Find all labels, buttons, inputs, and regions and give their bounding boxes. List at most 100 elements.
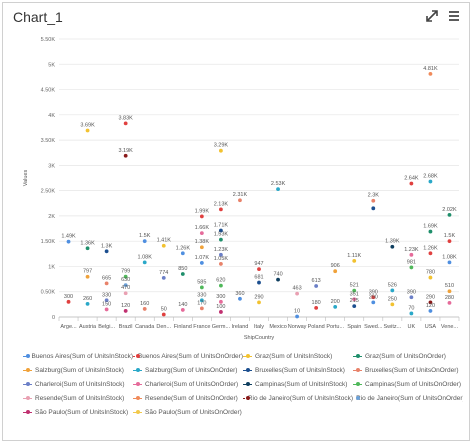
data-point [199, 298, 204, 303]
data-point [123, 274, 128, 279]
x-axis-title: ShipCountry [244, 335, 275, 341]
legend-item[interactable]: Campinas(Sum of UnitsOnOrder) [353, 378, 463, 391]
data-label: 510 [445, 283, 454, 289]
legend-item[interactable]: Rio de Janeiro(Sum of UnitsInStock) [243, 392, 353, 405]
data-point [238, 296, 242, 301]
data-point [85, 246, 90, 251]
legend-label: São Paulo(Sum of UnitsOnOrder) [145, 409, 242, 416]
x-tick-label: Poland [308, 324, 325, 330]
legend-label: Graz(Sum of UnitsOnOrder) [365, 353, 446, 360]
data-label: 1.05K [214, 256, 229, 262]
data-point [447, 239, 452, 244]
data-label: 1.3K [101, 243, 113, 249]
data-label: 120 [426, 303, 435, 309]
data-label: 70 [408, 305, 414, 311]
data-label: 290 [369, 294, 378, 300]
data-point [352, 288, 357, 293]
data-point [409, 181, 414, 186]
legend-swatch-icon [353, 353, 362, 358]
y-tick-label: 5K [48, 62, 55, 68]
data-label: 3.19K [118, 148, 133, 154]
data-label: 2.68K [423, 174, 438, 180]
legend-item[interactable]: Campinas(Sum of UnitsInStock) [243, 378, 353, 391]
data-point [409, 252, 414, 257]
legend-label: Rio de Janeiro(Sum of UnitsInStock) [247, 395, 353, 402]
data-point [390, 244, 395, 249]
data-label: 200 [331, 299, 340, 305]
legend-item[interactable]: Buenos Aires(Sum of UnitsOnOrder) [133, 350, 243, 363]
expand-arrows-icon[interactable] [425, 9, 439, 23]
data-point [238, 198, 242, 203]
chart-toolbar [425, 9, 461, 23]
data-point [199, 306, 204, 311]
legend-item[interactable]: Graz(Sum of UnitsInStock) [243, 350, 353, 363]
data-point [371, 206, 376, 211]
data-point [295, 314, 299, 319]
data-point [219, 262, 223, 266]
y-tick-label: 4.50K [41, 88, 56, 94]
data-point [409, 295, 414, 300]
data-point [276, 277, 280, 282]
data-label: 850 [178, 266, 187, 272]
data-label: 1.26K [176, 245, 191, 251]
legend-swatch-icon [243, 395, 250, 400]
legend-item[interactable]: São Paulo(Sum of UnitsOnOrder) [133, 406, 243, 419]
legend-item[interactable]: Salzburg(Sum of UnitsInStock) [23, 364, 133, 377]
x-tick-label: Finland [174, 324, 192, 330]
data-label: 360 [235, 291, 244, 297]
data-label: 740 [273, 272, 282, 278]
hamburger-menu-icon[interactable] [447, 9, 461, 23]
data-label: 1.38K [195, 239, 210, 245]
legend-item[interactable]: Buenos Aires(Sum of UnitsInStock) [23, 350, 133, 363]
data-point [371, 198, 376, 203]
data-label: 797 [83, 269, 92, 275]
data-label: 260 [83, 296, 92, 302]
x-tick-label: Den... [156, 324, 171, 330]
data-point [104, 298, 109, 303]
legend-swatch-icon [133, 353, 140, 358]
data-point [219, 252, 223, 257]
legend-swatch-icon [243, 353, 252, 358]
legend-swatch-icon [353, 367, 362, 372]
y-tick-label: 1K [48, 264, 55, 270]
data-label: 1.39K [385, 239, 400, 245]
data-label: 215 [350, 298, 359, 304]
legend-label: Buenos Aires(Sum of UnitsOnOrder) [137, 353, 243, 360]
data-label: 2.31K [233, 192, 248, 198]
data-point [199, 261, 204, 265]
legend-label: São Paulo(Sum of UnitsInStock) [35, 409, 129, 416]
data-label: 799 [121, 269, 130, 275]
data-label: 120 [121, 303, 130, 309]
data-label: 50 [161, 306, 167, 312]
legend-item[interactable]: Bruxelles(Sum of UnitsInStock) [243, 364, 353, 377]
data-point [142, 239, 147, 244]
data-point [428, 275, 433, 280]
legend-item[interactable]: São Paulo(Sum of UnitsInStock) [23, 406, 133, 419]
data-point [390, 302, 395, 307]
legend-item[interactable]: Rio de Janeiro(Sum of UnitsOnOrder) [353, 392, 463, 405]
legend-item[interactable]: Bruxelles(Sum of UnitsOnOrder) [353, 364, 463, 377]
legend-swatch-icon [23, 395, 32, 400]
data-point [409, 311, 414, 316]
x-tick-label: Brazil [119, 324, 133, 330]
legend-item[interactable]: Resende(Sum of UnitsInStock) [23, 392, 133, 405]
data-label: 300 [216, 294, 225, 300]
data-point [104, 281, 109, 286]
legend-item[interactable]: Graz(Sum of UnitsOnOrder) [353, 350, 463, 363]
legend-item[interactable]: Resende(Sum of UnitsOnOrder) [133, 392, 243, 405]
chart-panel: 0 0.50K 1K 1.50K 2K 2.50K 3K 3.50K 4K 4.50K 5K 5.50… [2, 2, 470, 441]
data-point [428, 179, 433, 184]
data-point [180, 251, 185, 256]
data-label: 585 [197, 279, 206, 285]
data-point [352, 304, 357, 309]
data-label: 300 [64, 294, 73, 300]
legend-swatch-icon [133, 395, 142, 400]
data-label: 280 [445, 295, 454, 301]
legend-swatch-icon [243, 367, 252, 372]
data-point [219, 237, 223, 242]
legend-item[interactable]: Charleroi(Sum of UnitsOnOrder) [133, 378, 243, 391]
data-point [161, 275, 166, 280]
legend-item[interactable]: Salzburg(Sum of UnitsOnOrder) [133, 364, 243, 377]
data-point [142, 260, 147, 265]
legend-item[interactable]: Charleroi(Sum of UnitsInStock) [23, 378, 133, 391]
